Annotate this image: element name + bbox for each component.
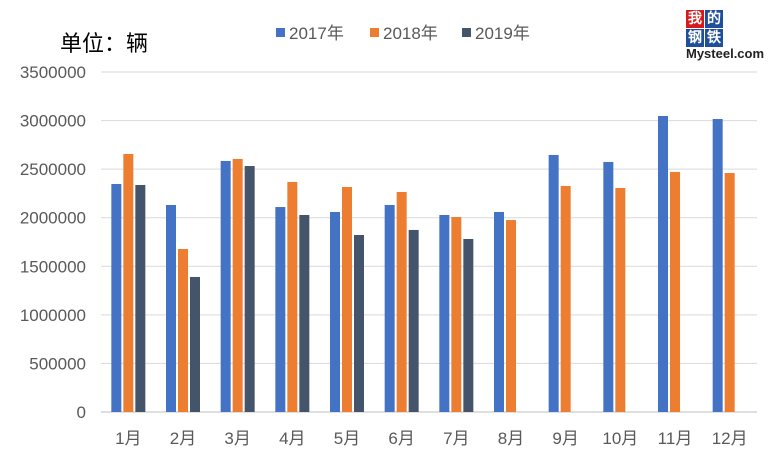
unit-label: 单位：辆: [60, 32, 149, 57]
x-tick-label: 7月: [443, 429, 469, 448]
x-tick-label: 4月: [279, 429, 305, 448]
x-tick-label: 2月: [170, 429, 196, 448]
x-tick-label: 3月: [224, 429, 250, 448]
bar-2017年: [330, 211, 340, 412]
bar-2017年: [275, 207, 286, 412]
bar-2018年: [560, 185, 571, 412]
bar-2018年: [451, 217, 462, 412]
bar-2017年: [658, 116, 668, 413]
legend-swatch: [276, 28, 285, 37]
x-tick-label: 6月: [388, 429, 414, 448]
x-tick-label: 8月: [498, 429, 524, 448]
legend-label: 2017年: [289, 24, 344, 43]
bar-2017年: [603, 161, 614, 412]
y-tick-label: 2500000: [20, 160, 86, 179]
legend-label: 2018年: [383, 24, 438, 43]
x-tick-label: 9月: [552, 429, 578, 448]
bar-2018年: [287, 181, 298, 412]
bar-2019年: [135, 184, 146, 412]
bar-2019年: [354, 235, 364, 412]
bar-2019年: [408, 229, 419, 412]
bar-2017年: [494, 211, 504, 412]
y-tick-label: 500000: [29, 354, 86, 373]
bar-2019年: [463, 238, 474, 412]
bar-2017年: [111, 184, 122, 412]
y-tick-label: 3000000: [20, 112, 86, 131]
bar-2019年: [190, 276, 200, 412]
legend-swatch: [462, 28, 471, 37]
x-tick-label: 1月: [115, 429, 141, 448]
logo-tile: 的: [705, 10, 723, 28]
x-tick-label: 11月: [658, 429, 693, 448]
x-tick-label: 10月: [602, 429, 638, 448]
bar-2018年: [178, 248, 188, 412]
bar-2017年: [384, 204, 395, 412]
bar-2017年: [712, 119, 723, 412]
logo-text: Mysteel.com: [686, 46, 765, 61]
bar-2018年: [342, 187, 352, 412]
bar-2018年: [670, 171, 680, 412]
y-tick-label: 2000000: [20, 209, 86, 228]
x-tick-label: 12月: [712, 429, 748, 448]
bar-2019年: [244, 166, 255, 412]
y-tick-label: 1000000: [20, 306, 86, 325]
bar-2018年: [506, 220, 516, 412]
bar-2018年: [615, 187, 626, 412]
bar-2018年: [123, 153, 134, 412]
logo-tile: 铁: [705, 29, 723, 47]
bar-2017年: [220, 160, 231, 412]
legend-label: 2019年: [475, 24, 530, 43]
bar-2018年: [396, 191, 407, 412]
bar-2019年: [299, 214, 310, 412]
bar-2017年: [439, 214, 450, 412]
legend-swatch: [370, 28, 379, 37]
y-tick-label: 1500000: [20, 257, 86, 276]
bar-2017年: [548, 154, 559, 412]
y-tick-label: 0: [77, 403, 86, 422]
bar-2018年: [724, 173, 735, 412]
bar-2017年: [166, 204, 176, 412]
mysteel-logo: 我 的 钢 铁 Mysteel.com: [684, 10, 764, 62]
bar-2018年: [232, 158, 243, 412]
logo-tile: 我: [686, 10, 704, 28]
logo-tile: 钢: [686, 29, 704, 47]
y-tick-label: 3500000: [20, 63, 86, 82]
x-tick-label: 5月: [334, 429, 360, 448]
